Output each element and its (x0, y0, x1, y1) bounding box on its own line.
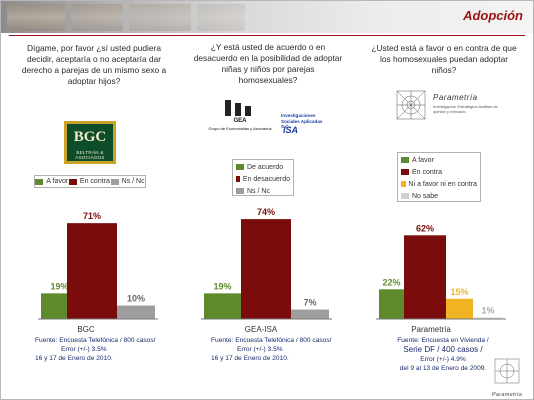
legend-item: En contra (401, 166, 477, 178)
data-label-parametra-0: 22% (382, 277, 400, 287)
parametria-logo-subtext: Investigación Estratégica Análisis de op… (433, 104, 498, 114)
legend-item: Ns / Nc (110, 178, 145, 185)
bar-geaisa-0 (204, 293, 241, 319)
source-line: Fuente: Encuesta Telefónica / 800 casos/ (211, 337, 332, 344)
parametria-logo-mark (396, 90, 426, 120)
gea-logo-mark (225, 100, 251, 116)
bar-geaisa-1 (241, 219, 291, 319)
legend-item: Ni a favor ni en contra (401, 178, 477, 190)
legend-item: En desacuerdo (236, 173, 290, 185)
source-line: Error (+/-) 3.5% (61, 346, 107, 353)
data-label-bgc-0: 19% (50, 281, 68, 291)
source-line: Fuente: Encuesta Telefónica / 800 casos/ (35, 337, 156, 344)
bar-parametra-0 (379, 289, 404, 319)
swatch-yellow (401, 181, 406, 187)
swatch-green (35, 178, 44, 185)
legend-label: De acuerdo (247, 163, 284, 171)
bar-parametra-2 (446, 298, 473, 319)
gea-logo-text: GEA (233, 118, 247, 124)
legend-label: En desacuerdo (242, 175, 290, 183)
bar-bgc-2 (117, 305, 155, 319)
question-bgc: Dígame, por favor ¿sí usted pudiera deci… (21, 43, 167, 86)
swatch-darkred (401, 169, 409, 175)
legend-item: A favor (35, 178, 68, 185)
header-photo (71, 4, 123, 31)
title-divider (9, 35, 525, 36)
data-label-parametra-1: 62% (416, 223, 434, 233)
gea-logo-subtext: Grupo de Economistas y Asociados (208, 126, 272, 131)
legend-item: No sabe (401, 190, 477, 202)
data-label-geaisa-0: 19% (213, 281, 231, 291)
legend-label: Ni a favor ni en contra (408, 180, 477, 188)
header-photo (129, 4, 191, 31)
footer-logo: Parametría (485, 357, 529, 398)
bgc-logo-text: BGC (73, 129, 107, 145)
source-line: 16 y 17 de Enero de 2010. (35, 355, 113, 362)
data-label-geaisa-2: 7% (303, 298, 316, 308)
legend-item: De acuerdo (236, 161, 290, 173)
bgc-logo: BGC BELTRÁN & ASOCIADOS (64, 121, 116, 164)
header-photo (7, 4, 65, 31)
category-label-parametria: Parametría (411, 325, 451, 334)
data-label-geaisa-1: 74% (257, 207, 275, 217)
footer-logo-mark (494, 358, 520, 384)
legend-label: A favor (46, 178, 69, 185)
gea-logo: GEA Grupo de Economistas y Asociados (205, 99, 275, 135)
data-label-bgc-2: 10% (127, 294, 145, 304)
source-line: Fuente: Encuesta en Vivienda / (397, 337, 489, 344)
legend-bgc: A favor En contra Ns / Nc (34, 175, 146, 188)
isa-logo-mark: ISA (283, 125, 299, 135)
source-parametria: Fuente: Encuesta en Vivienda / Serie DF … (379, 336, 507, 373)
legend-label: A favor (412, 156, 434, 164)
bgc-logo-subtext: BELTRÁN & ASOCIADOS (75, 150, 105, 160)
swatch-lightgray (401, 193, 409, 199)
legend-label: No sabe (412, 192, 439, 200)
category-label-bgc: BGC (77, 325, 95, 334)
legend-label: Ns / Nc (121, 178, 145, 185)
isa-logo: Investigaciones Sociales Aplicadas S.C. … (281, 113, 327, 143)
legend-item: A favor (401, 154, 477, 166)
source-bgc: Fuente: Encuesta Telefónica / 800 casos/… (35, 336, 175, 363)
bar-bgc-1 (67, 223, 117, 319)
source-line: Error (+/-) 3.5% (237, 346, 283, 353)
source-line: Error (+/-) 4.9% (420, 356, 466, 363)
bar-parametra-1 (404, 235, 446, 319)
legend-parametria: A favor En contra Ni a favor ni en contr… (397, 152, 481, 202)
footer-logo-text: Parametría (491, 392, 523, 398)
slide-title: Adopción (463, 8, 523, 23)
swatch-darkred (236, 176, 240, 182)
legend-item: En contra (68, 178, 110, 185)
bar-geaisa-2 (291, 309, 329, 319)
data-label-parametra-3: 1% (481, 306, 494, 316)
isa-logo-text: Investigaciones Sociales Aplicadas S.C. (281, 113, 323, 129)
data-label-bgc-1: 71% (83, 211, 101, 221)
source-line: del 9 al 13 de Enero de 2009. (399, 365, 487, 372)
swatch-green (401, 157, 409, 163)
legend-gea-isa: De acuerdo En desacuerdo Ns / Nc (232, 159, 294, 196)
source-line: Serie DF / 400 casos / (403, 345, 483, 354)
question-gea-isa: ¿Y está usted de acuerdo o en desacuerdo… (193, 42, 343, 85)
bar-parametra-3 (473, 317, 503, 319)
category-label-gea-isa: GEA-ISA (244, 325, 278, 334)
header-photo (197, 4, 245, 31)
parametria-logo: Parametría Investigación Estratégica Aná… (393, 87, 503, 127)
swatch-green (236, 164, 244, 170)
source-gea-isa: Fuente: Encuesta Telefónica / 800 casos/… (211, 336, 351, 363)
legend-label: En contra (412, 168, 442, 176)
legend-item: Ns / Nc (236, 185, 290, 197)
swatch-gray (236, 188, 244, 194)
swatch-darkred (68, 178, 77, 185)
header-banner: Adopción (1, 1, 533, 33)
legend-label: Ns / Nc (247, 187, 270, 195)
data-label-parametra-2: 15% (450, 287, 468, 297)
parametria-logo-text: Parametría (433, 93, 478, 102)
swatch-gray (110, 178, 119, 185)
legend-label: En contra (79, 178, 110, 185)
question-parametria: ¿Usted está a favor o en contra de que l… (371, 43, 517, 75)
source-line: 16 y 17 de Enero de 2010. (211, 355, 289, 362)
